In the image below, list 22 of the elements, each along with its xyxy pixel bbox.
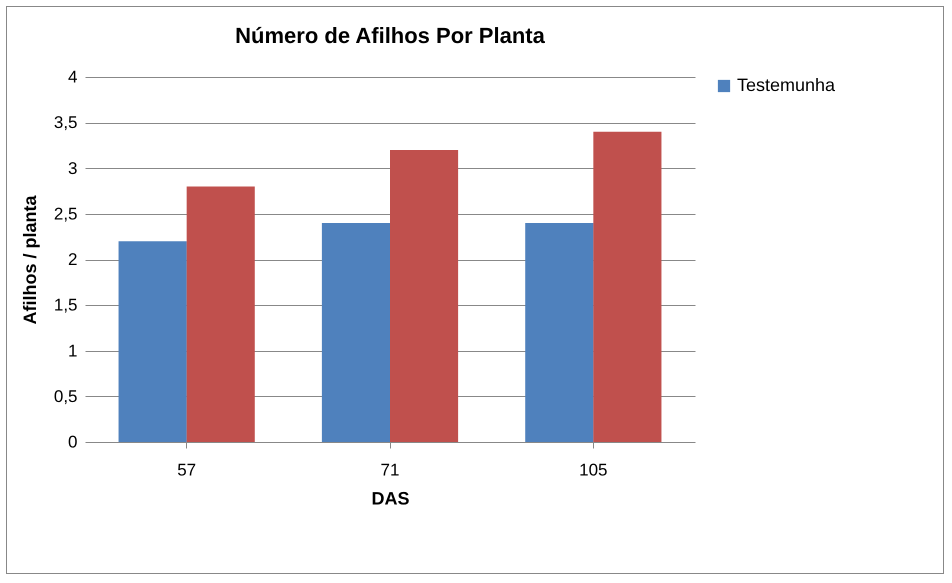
y-tick-label: 2 [68,250,78,269]
chart-title: Número de Afilhos Por Planta [235,23,546,48]
bar [525,223,594,442]
y-tick-label: 3 [68,158,78,178]
y-tick-label: 1 [68,341,78,360]
x-tick-label: 71 [380,460,400,480]
x-axis-title: DAS [371,488,410,508]
x-tick-label: 57 [177,460,196,480]
y-tick-label: 2,5 [54,204,78,224]
y-tick-label: 3,5 [54,113,78,132]
y-tick-label: 0,5 [54,386,78,406]
y-tick-label: 1,5 [54,296,78,315]
y-axis-title: Afilhos / planta [20,194,40,325]
legend-label: Testemunha [737,75,836,95]
bar [186,186,255,442]
y-tick-label: 4 [68,68,78,86]
bar [390,150,458,442]
bar [322,223,390,442]
bar [118,241,187,442]
x-tick-label: 105 [579,460,608,480]
y-tick-label: 0 [68,432,78,452]
bar [593,132,662,442]
